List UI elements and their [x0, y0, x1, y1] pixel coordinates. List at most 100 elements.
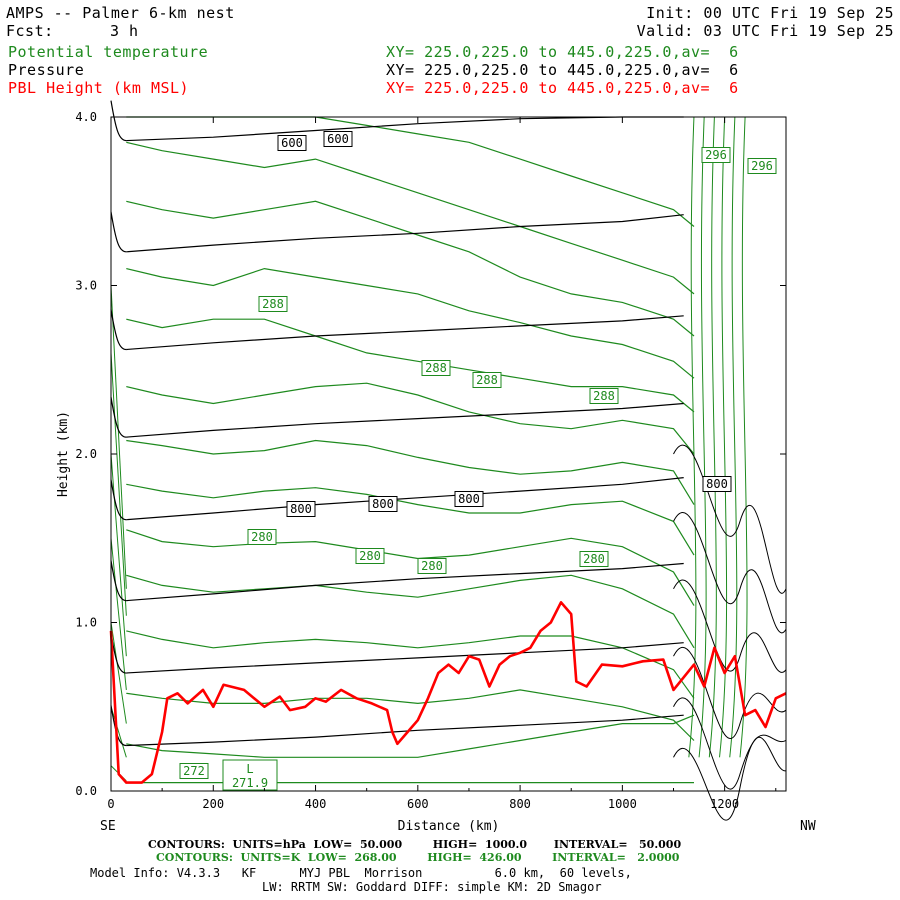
pressure-contour-line [126, 562, 684, 602]
contour-label: 296 [705, 148, 727, 162]
contour-label-box [417, 558, 447, 574]
contour-label-box [277, 135, 307, 151]
contour-label: 280 [251, 530, 273, 544]
contour-label: 288 [476, 373, 498, 387]
contour-label-box [701, 147, 731, 163]
theta-contour-line [126, 141, 695, 295]
footer-model-info: Model Info: V4.3.3 KF MYJ PBL Morrison 6… [90, 866, 632, 880]
theta-contour-line [708, 116, 717, 758]
contour-label: 800 [706, 477, 728, 491]
theta-contour-line [729, 116, 738, 758]
contour-label: 800 [372, 497, 394, 511]
pressure-contour-line [673, 697, 787, 790]
contour-label-box [247, 529, 277, 545]
y-tick-label: 0.0 [75, 784, 97, 798]
theta-contour-line [739, 116, 748, 758]
theta-contour-line [688, 116, 697, 758]
field-pbl-xy: XY= 225.0,225.0 to 445.0,225.0,av= 6 [386, 79, 739, 97]
contour-label: 280 [583, 552, 605, 566]
contour-label-box [589, 388, 619, 404]
y-tick-label: 2.0 [75, 447, 97, 461]
forecast-label: Fcst: [6, 22, 54, 40]
field-theta-xy: XY= 225.0,225.0 to 445.0,225.0,av= 6 [386, 43, 739, 61]
x-tick-label: 1200 [710, 797, 739, 811]
pressure-contour-line [126, 714, 684, 747]
contour-label-box [454, 491, 484, 507]
contour-label-box [579, 551, 609, 567]
pressure-contour-line [110, 397, 127, 438]
theta-contour-line [110, 285, 127, 589]
contour-label: 288 [425, 361, 447, 375]
footer-theta-contours: CONTOURS: UNITS=K LOW= 268.00 HIGH= 426.… [156, 851, 680, 864]
contour-label: 280 [359, 549, 381, 563]
contour-label-box [747, 158, 777, 174]
y-axis-label: Height (km) [56, 411, 71, 497]
low-marker-box [222, 759, 278, 791]
x-tick-label: 1000 [608, 797, 637, 811]
contour-labels: 600 600 800 800 800 800 288 288 288 288 280 280 280 2… [179, 131, 777, 791]
forecast-value: 3 h [110, 22, 139, 40]
y-tick-label: 4.0 [75, 110, 97, 124]
contour-label-box [472, 372, 502, 388]
theta-contour-line [110, 622, 127, 724]
contour-label-box [323, 131, 353, 147]
contour-label: 296 [751, 159, 773, 173]
y-tick-label: 1.0 [75, 616, 97, 630]
low-marker-value: 271.9 [232, 776, 268, 790]
theta-contour-line [126, 689, 695, 741]
theta-contour-line [719, 116, 728, 758]
theta-contour-line [126, 318, 695, 413]
pressure-contour-line [673, 646, 787, 739]
theta-contours [110, 116, 748, 784]
pressure-contour-line [126, 315, 684, 351]
contour-label: 600 [281, 136, 303, 150]
theta-contour-line [110, 453, 127, 657]
theta-contour-line [126, 714, 695, 758]
theta-contour-line [126, 574, 695, 649]
theta-contour-line [126, 267, 695, 379]
theta-contour-line [698, 116, 707, 758]
low-marker-symbol: L [246, 762, 253, 776]
pbl-height-line [109, 601, 787, 784]
contour-label-box [421, 360, 451, 376]
x-tick-label: 200 [202, 797, 224, 811]
pressure-contour-line [673, 579, 787, 673]
x-tick-label: 0 [107, 797, 114, 811]
x-tick-label: 400 [305, 797, 327, 811]
contour-label: 800 [458, 492, 480, 506]
contour-label: 800 [290, 502, 312, 516]
contour-label-box [355, 548, 385, 564]
pressure-contour-line [126, 477, 684, 521]
x-tick-label: 600 [407, 797, 429, 811]
theta-contour-line [126, 382, 695, 455]
valid-time: Valid: 03 UTC Fri 19 Sep 25 [636, 22, 894, 40]
contour-label: 600 [327, 132, 349, 146]
chart-title: AMPS -- Palmer 6-km nest [6, 4, 235, 22]
contour-label: 280 [421, 559, 443, 573]
y-tick-label: 3.0 [75, 279, 97, 293]
field-pbl-name: PBL Height (km MSL) [8, 79, 190, 97]
field-pressure-xy: XY= 225.0,225.0 to 445.0,225.0,av= 6 [386, 61, 739, 79]
pressure-contour-line [110, 100, 127, 142]
contour-label-box [702, 476, 732, 492]
x-tick-label: 800 [509, 797, 531, 811]
pbl-series [109, 601, 787, 784]
pressure-contour-line [673, 737, 787, 821]
field-theta-name: Potential temperature [8, 43, 209, 61]
left-end-label: SE [100, 819, 116, 834]
pressure-contour-line [110, 211, 127, 253]
pressure-contours [110, 100, 787, 821]
contour-label-box [286, 501, 316, 517]
pressure-contour-line [126, 116, 684, 142]
pressure-contour-line [110, 479, 127, 521]
theta-contour-line [126, 439, 695, 505]
contour-label-box [368, 496, 398, 512]
init-time: Init: 00 UTC Fri 19 Sep 25 [646, 4, 894, 22]
field-pressure-name: Pressure [8, 61, 85, 79]
x-axis-label: Distance (km) [398, 819, 500, 834]
contour-label-box [258, 296, 288, 312]
footer-physics-info: LW: RRTM SW: Goddard DIFF: simple KM: 2D… [262, 880, 602, 894]
theta-contour-line [126, 116, 695, 227]
theta-contour-line [110, 538, 127, 690]
